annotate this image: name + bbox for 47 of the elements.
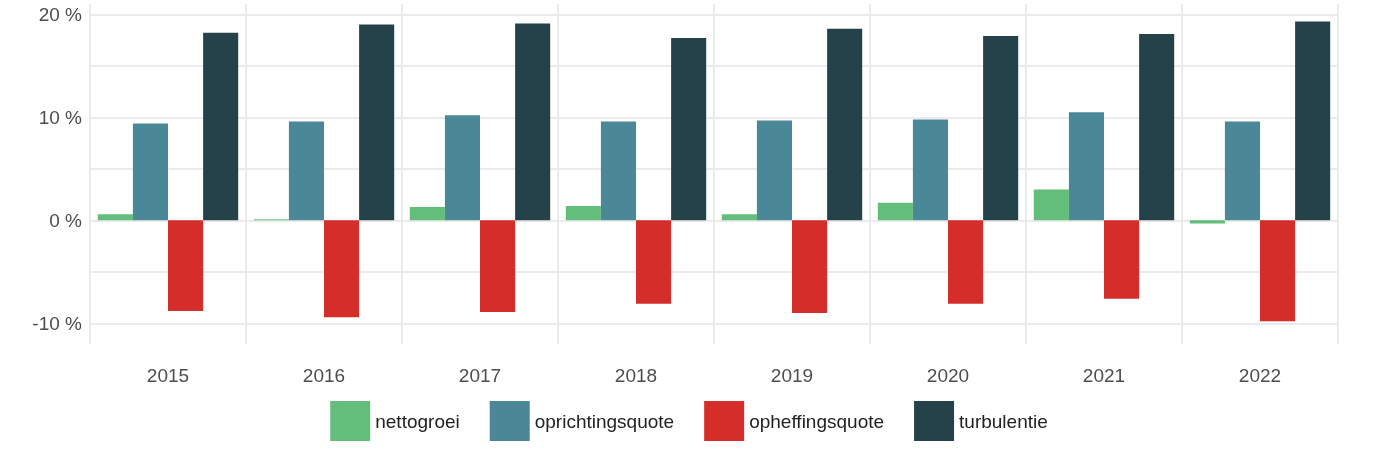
- x-tick-label: 2020: [926, 365, 970, 386]
- bar: [636, 220, 672, 304]
- bar: [721, 214, 757, 221]
- bar: [97, 214, 133, 221]
- bar: [444, 115, 480, 221]
- bar: [600, 121, 636, 221]
- bar: [132, 123, 168, 221]
- x-tick-label: 2016: [302, 365, 346, 386]
- x-tick-label: 2021: [1082, 365, 1126, 386]
- bar: [203, 32, 239, 221]
- bar: [756, 120, 792, 221]
- bar: [409, 206, 445, 221]
- bar: [1068, 112, 1104, 221]
- x-tick-label: 2015: [146, 365, 190, 386]
- bar: [359, 24, 395, 221]
- bar: [515, 23, 551, 221]
- bar: [288, 121, 324, 221]
- bar: [1224, 121, 1260, 221]
- bar: [168, 220, 204, 312]
- x-tick-label: 2018: [614, 365, 658, 386]
- y-tick-label: 10 %: [38, 106, 83, 128]
- legend-label: oprichtingsquote: [534, 410, 675, 432]
- bar: [1260, 220, 1296, 322]
- bar: [792, 220, 828, 314]
- bar: [324, 220, 360, 318]
- bar: [983, 35, 1019, 221]
- legend-label: nettogroei: [375, 410, 460, 432]
- x-tick-label: 2017: [458, 365, 502, 386]
- bar: [1104, 220, 1140, 299]
- bar: [1189, 220, 1225, 224]
- bar: [1033, 189, 1069, 221]
- y-tick-label: 0 %: [49, 209, 83, 231]
- x-tick-label: 2022: [1238, 365, 1282, 386]
- bar: [877, 202, 913, 221]
- bar: [912, 119, 948, 221]
- bar: [827, 28, 863, 221]
- legend-label: turbulentie: [959, 410, 1048, 432]
- y-tick-label: -10 %: [32, 312, 83, 334]
- y-tick-label: 20 %: [38, 3, 83, 25]
- bar: [1295, 21, 1331, 221]
- legend-label: opheffingsquote: [749, 410, 885, 432]
- bar: [480, 220, 516, 313]
- x-tick-label: 2019: [770, 365, 814, 386]
- bar: [1139, 33, 1175, 221]
- bar: [565, 205, 601, 221]
- bar: [671, 38, 707, 221]
- bar: [948, 220, 984, 304]
